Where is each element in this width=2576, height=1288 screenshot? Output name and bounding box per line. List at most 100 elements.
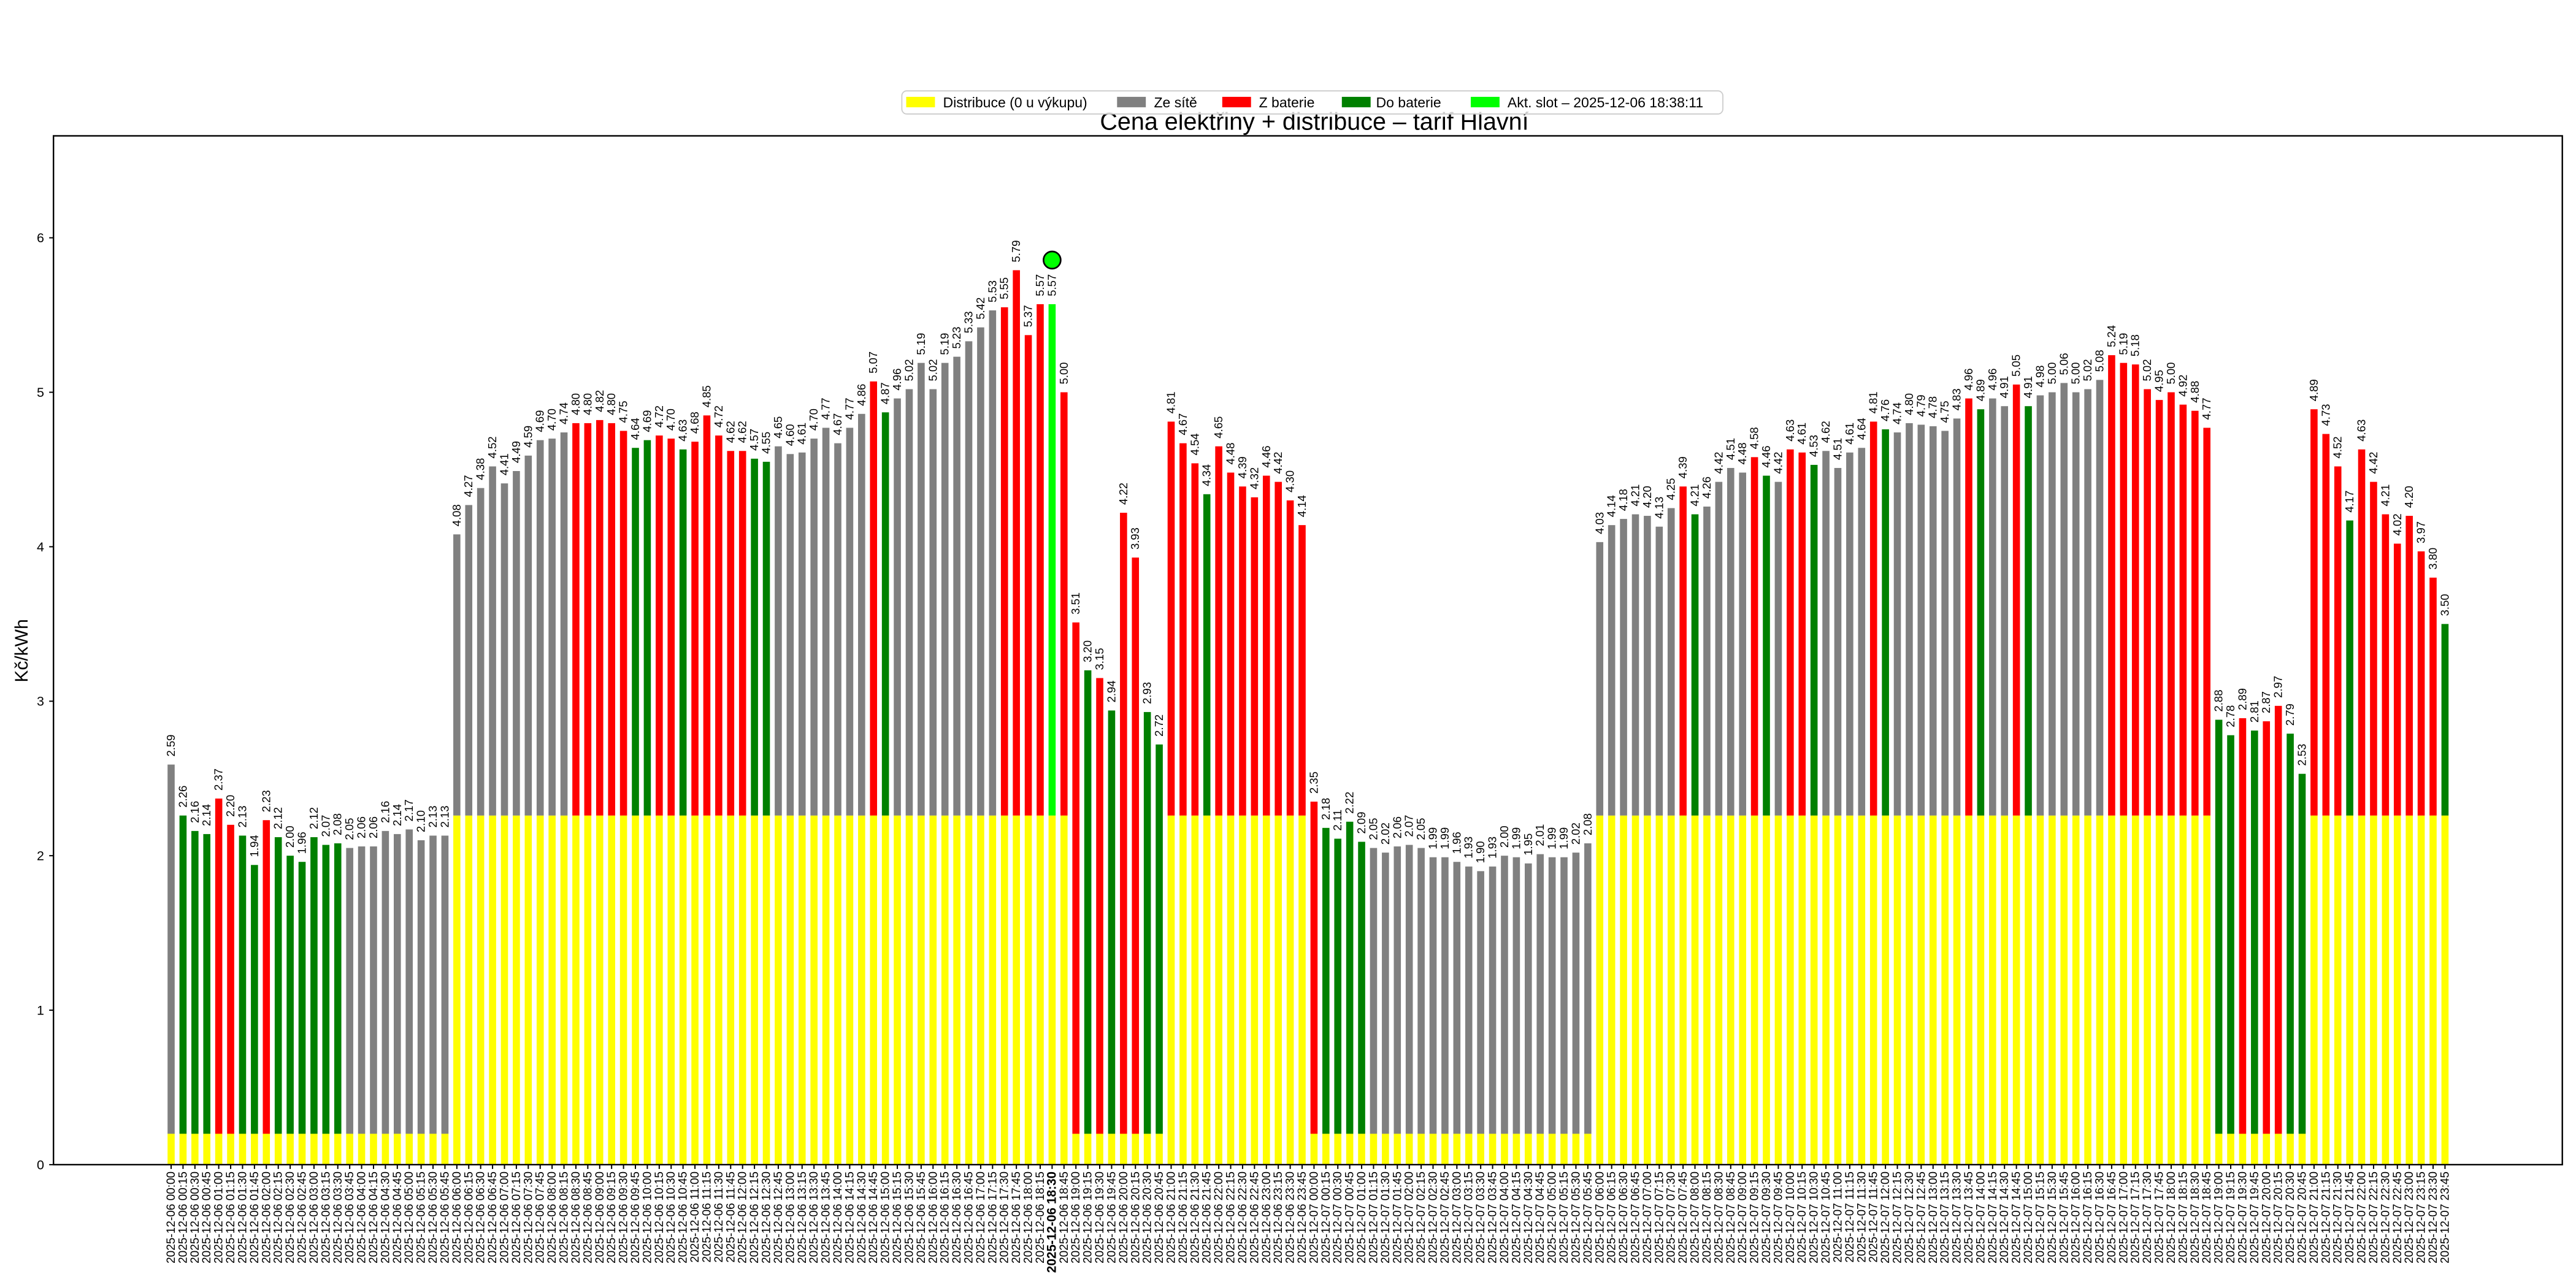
svg-text:4.27: 4.27 [462,475,475,497]
svg-text:2.02: 2.02 [1379,822,1392,845]
svg-text:5.08: 5.08 [2093,350,2106,372]
svg-text:2025-12-06 18:15: 2025-12-06 18:15 [1034,1171,1047,1263]
svg-text:4.86: 4.86 [855,384,868,406]
svg-text:4.52: 4.52 [486,436,499,458]
svg-text:2025-12-07 04:00: 2025-12-07 04:00 [1498,1171,1511,1263]
svg-text:2025-12-07 14:30: 2025-12-07 14:30 [1998,1171,2011,1263]
svg-text:2.09: 2.09 [1355,811,1368,834]
svg-text:2025-12-07 13:30: 2025-12-07 13:30 [1951,1171,1964,1263]
svg-text:2025-12-07 12:15: 2025-12-07 12:15 [1892,1171,1904,1263]
svg-text:2025-12-07 09:15: 2025-12-07 09:15 [1749,1171,1761,1263]
svg-text:2025-12-07 01:15: 2025-12-07 01:15 [1367,1171,1380,1263]
svg-text:4.80: 4.80 [605,393,618,415]
svg-text:2.89: 2.89 [2236,688,2248,710]
svg-text:2025-12-07 08:30: 2025-12-07 08:30 [1712,1171,1725,1263]
svg-text:2.94: 2.94 [1105,680,1117,702]
svg-text:2.11: 2.11 [1331,810,1344,831]
svg-text:4.14: 4.14 [1605,495,1618,517]
svg-text:2025-12-06 05:30: 2025-12-06 05:30 [427,1171,440,1263]
svg-text:2025-12-06 16:45: 2025-12-06 16:45 [963,1171,976,1263]
svg-text:2025-12-07 18:45: 2025-12-07 18:45 [2201,1171,2214,1263]
svg-text:2025-12-06 19:45: 2025-12-06 19:45 [1105,1171,1118,1263]
svg-text:2025-12-07 09:00: 2025-12-07 09:00 [1736,1171,1749,1263]
svg-text:2025-12-07 04:30: 2025-12-07 04:30 [1522,1171,1535,1263]
svg-text:2025-12-06 09:30: 2025-12-06 09:30 [618,1171,631,1263]
svg-text:4.83: 4.83 [1950,388,1963,410]
svg-text:4.55: 4.55 [760,432,773,454]
svg-text:1.93: 1.93 [1486,837,1499,859]
svg-text:4.52: 4.52 [2331,436,2344,458]
svg-text:4.20: 4.20 [2402,486,2415,508]
svg-text:4.81: 4.81 [1867,391,1880,413]
svg-text:2.05: 2.05 [1414,818,1427,840]
svg-text:5.05: 5.05 [2010,355,2023,377]
svg-text:5.02: 5.02 [902,359,915,381]
svg-text:Distribuce (0 u výkupu): Distribuce (0 u výkupu) [943,94,1087,110]
svg-text:2025-12-07 13:45: 2025-12-07 13:45 [1963,1171,1976,1263]
svg-text:2025-12-07 22:45: 2025-12-07 22:45 [2391,1171,2404,1263]
svg-text:4.42: 4.42 [2367,452,2380,474]
svg-text:3.97: 3.97 [2415,521,2428,543]
svg-text:2.17: 2.17 [402,799,415,821]
svg-text:2025-12-06 12:00: 2025-12-06 12:00 [737,1171,749,1263]
svg-text:2025-12-06 04:15: 2025-12-06 04:15 [367,1171,380,1263]
svg-text:4.89: 4.89 [2307,379,2320,401]
svg-text:2025-12-07 20:15: 2025-12-07 20:15 [2272,1171,2285,1263]
svg-text:4.65: 4.65 [1212,416,1225,439]
svg-text:2025-12-07 09:45: 2025-12-07 09:45 [1772,1171,1785,1263]
svg-text:4.62: 4.62 [724,421,737,443]
svg-text:4.51: 4.51 [1724,438,1737,460]
svg-text:2025-12-07 22:15: 2025-12-07 22:15 [2367,1171,2380,1263]
svg-text:2025-12-07 01:45: 2025-12-07 01:45 [1391,1171,1404,1263]
svg-text:4.08: 4.08 [450,504,463,526]
svg-text:0: 0 [37,1157,44,1172]
svg-text:4.80: 4.80 [1903,393,1915,415]
svg-text:2025-12-06 20:45: 2025-12-06 20:45 [1153,1171,1166,1263]
svg-text:4.80: 4.80 [569,393,582,415]
svg-text:4.70: 4.70 [664,408,677,431]
svg-text:4.96: 4.96 [1986,369,1999,391]
svg-text:4.46: 4.46 [1760,446,1773,468]
svg-text:2025-12-07 15:15: 2025-12-07 15:15 [2034,1171,2047,1263]
svg-text:5.06: 5.06 [2057,353,2070,375]
svg-text:4.95: 4.95 [2153,370,2166,392]
svg-text:2025-12-07 11:15: 2025-12-07 11:15 [1844,1171,1857,1263]
svg-text:2025-12-07 11:30: 2025-12-07 11:30 [1855,1171,1868,1263]
svg-text:2025-12-07 09:30: 2025-12-07 09:30 [1760,1171,1773,1263]
svg-text:3: 3 [37,694,44,709]
svg-text:5.24: 5.24 [2105,325,2118,347]
svg-text:2025-12-06 13:00: 2025-12-06 13:00 [784,1171,797,1263]
svg-text:1.96: 1.96 [296,832,309,854]
svg-text:2025-12-07 06:30: 2025-12-07 06:30 [1617,1171,1630,1263]
svg-text:2025-12-06 18:45: 2025-12-06 18:45 [1058,1171,1071,1263]
svg-text:4.21: 4.21 [2379,485,2391,507]
svg-text:2.16: 2.16 [378,801,391,823]
svg-text:5.55: 5.55 [998,277,1011,299]
svg-text:2025-12-06 20:30: 2025-12-06 20:30 [1141,1171,1154,1263]
svg-text:2025-12-07 20:30: 2025-12-07 20:30 [2284,1171,2297,1263]
svg-text:2025-12-06 06:30: 2025-12-06 06:30 [475,1171,488,1263]
svg-text:4.03: 4.03 [1593,512,1606,534]
svg-text:2025-12-06 13:30: 2025-12-06 13:30 [808,1171,821,1263]
svg-text:2.79: 2.79 [2283,703,2296,726]
svg-text:4.73: 4.73 [2319,404,2332,426]
svg-text:2025-12-07 01:30: 2025-12-07 01:30 [1379,1171,1392,1263]
svg-text:4.26: 4.26 [1700,477,1713,499]
svg-text:Kč/kWh: Kč/kWh [12,619,32,682]
svg-text:4.92: 4.92 [2176,375,2189,397]
svg-text:2025-12-07 14:00: 2025-12-07 14:00 [1974,1171,1987,1263]
svg-text:2.07: 2.07 [1403,815,1416,837]
svg-text:2025-12-07 00:45: 2025-12-07 00:45 [1344,1171,1357,1263]
svg-text:4.58: 4.58 [1748,427,1761,449]
svg-text:2025-12-06 23:30: 2025-12-06 23:30 [1284,1171,1297,1263]
svg-text:Akt. slot – 2025-12-06 18:38:1: Akt. slot – 2025-12-06 18:38:11 [1508,94,1703,110]
svg-text:2025-12-07 08:00: 2025-12-07 08:00 [1689,1171,1702,1263]
svg-text:2025-12-06 21:45: 2025-12-06 21:45 [1201,1171,1214,1263]
svg-text:4.39: 4.39 [1676,456,1689,478]
svg-text:4.34: 4.34 [1200,464,1213,486]
svg-text:1.99: 1.99 [1546,827,1558,849]
svg-text:2025-12-07 14:45: 2025-12-07 14:45 [2011,1171,2023,1263]
svg-text:4.69: 4.69 [534,410,546,432]
svg-text:2.13: 2.13 [426,805,439,827]
svg-text:2025-12-06 12:45: 2025-12-06 12:45 [772,1171,785,1263]
